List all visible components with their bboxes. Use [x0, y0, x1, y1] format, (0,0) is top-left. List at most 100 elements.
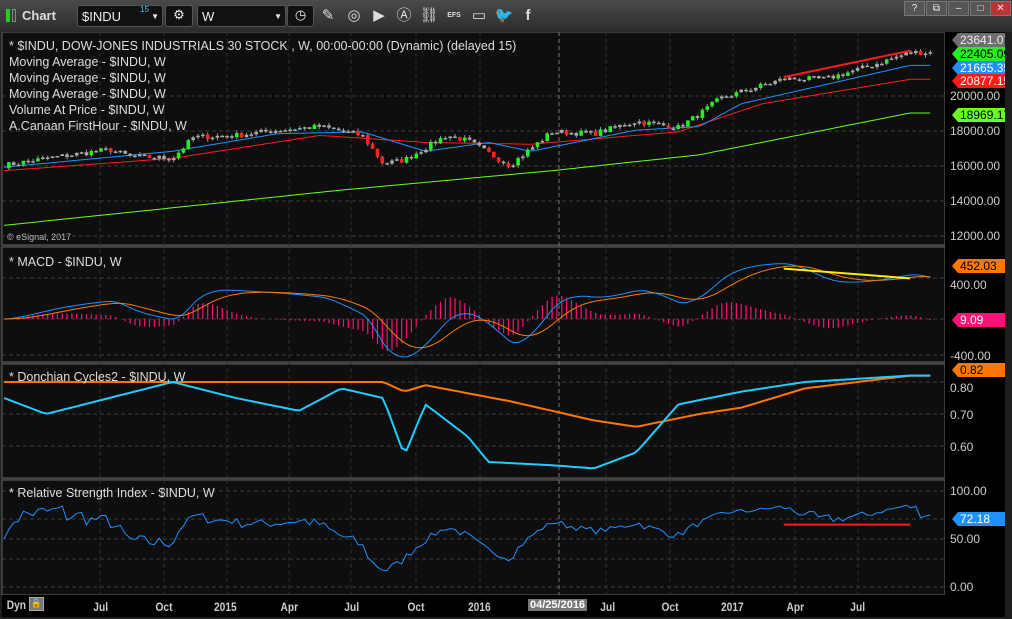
- candle-body: [7, 162, 11, 169]
- candle-body: [147, 154, 152, 159]
- y-tick: 0.00: [950, 580, 974, 594]
- candle-body: [268, 131, 273, 134]
- candle-body: [89, 150, 94, 156]
- candle-body: [506, 163, 511, 167]
- candle-body: [201, 134, 205, 137]
- candle-body: [778, 78, 782, 81]
- dyn-label[interactable]: Dyn: [6, 598, 26, 612]
- candle-body: [758, 83, 763, 89]
- candle-body: [681, 125, 685, 127]
- candle-body: [593, 131, 598, 136]
- candle-body: [361, 135, 365, 137]
- candle-body: [429, 141, 433, 150]
- facebook-icon[interactable]: f: [525, 7, 531, 24]
- candle-body: [433, 141, 438, 144]
- candle-body: [855, 68, 860, 71]
- close-button[interactable]: ✕: [990, 1, 1011, 16]
- y-tick: 0.70: [950, 408, 974, 422]
- play-icon[interactable]: ▶: [373, 7, 385, 24]
- chart-canvas[interactable]: [0, 32, 1012, 619]
- candle-body: [676, 125, 680, 129]
- candle-body: [472, 139, 477, 143]
- help-button[interactable]: ?: [904, 1, 925, 16]
- twitter-icon[interactable]: 🐦: [494, 7, 514, 24]
- pencil-icon[interactable]: ✎: [321, 7, 335, 24]
- candle-body: [264, 129, 268, 132]
- candle-body: [65, 154, 69, 157]
- candle-body: [802, 79, 807, 82]
- candle-body: [74, 152, 79, 156]
- candle-body: [482, 145, 486, 149]
- candle-body: [812, 76, 816, 78]
- donchian-legend[interactable]: * Donchian Cycles2 - $INDU, W: [9, 370, 186, 384]
- chevron-down-icon[interactable]: ▼: [274, 12, 282, 21]
- ma-fast-line: [3, 64, 931, 168]
- symbol-input[interactable]: $INDU 15 ▼: [77, 5, 163, 27]
- panel-macd: [1, 246, 946, 363]
- window-title: Chart: [22, 8, 56, 23]
- minimize-button[interactable]: –: [948, 1, 969, 16]
- y-tick: 0.60: [950, 440, 974, 454]
- donchian-tag: 0.82: [952, 363, 1005, 377]
- candle-body: [598, 129, 603, 136]
- candle-body: [133, 155, 137, 158]
- legend-volume-at-price[interactable]: Volume At Price - $INDU, W: [9, 103, 165, 117]
- chart-icon-outline: [12, 9, 16, 22]
- link-window-button[interactable]: ⧉: [926, 1, 947, 16]
- x-tick: Oct: [407, 600, 425, 614]
- candle-body: [656, 122, 661, 125]
- candle-body: [259, 129, 263, 132]
- candle-body: [462, 137, 467, 141]
- candle-body: [249, 134, 254, 136]
- candle-body: [535, 142, 540, 148]
- candle-body: [104, 148, 108, 150]
- symbol-value: $INDU: [82, 9, 122, 24]
- chevron-down-icon[interactable]: ▼: [151, 12, 159, 21]
- candle-body: [846, 72, 850, 76]
- candle-body: [448, 136, 452, 139]
- rsi-tag: 72.18: [952, 512, 1005, 526]
- macd-legend[interactable]: * MACD - $INDU, W: [9, 255, 122, 269]
- candle-body: [705, 106, 710, 110]
- candle-body: [899, 55, 904, 57]
- study-icon[interactable]: ◎: [347, 7, 361, 24]
- efs-icon[interactable]: EFS: [447, 12, 461, 19]
- candle-body: [773, 80, 777, 84]
- candle-body: [390, 160, 394, 164]
- candle-body: [235, 132, 239, 138]
- candle-body: [375, 148, 380, 157]
- candle-body: [302, 127, 307, 129]
- alert-icon[interactable]: Ⓐ: [396, 7, 412, 24]
- candle-body: [370, 144, 375, 149]
- candle-body: [419, 152, 423, 154]
- y-tick: 16000.00: [950, 159, 1001, 173]
- candle-body: [559, 130, 564, 133]
- maximize-button[interactable]: □: [970, 1, 991, 16]
- lock-icon[interactable]: 🔒: [29, 597, 44, 611]
- candle-body: [642, 121, 646, 125]
- clock-button[interactable]: ◷: [287, 5, 314, 27]
- donchian-fast-line: [3, 374, 931, 470]
- interval-input[interactable]: W ▼: [197, 5, 286, 27]
- candle-body: [652, 121, 656, 124]
- legend-canaan-firsthour[interactable]: A.Canaan FirstHour - $INDU, W: [9, 119, 187, 133]
- candle-body: [613, 126, 617, 128]
- link-icon[interactable]: ⛓: [419, 7, 439, 24]
- candle-body: [142, 154, 147, 157]
- legend-ma-1[interactable]: Moving Average - $INDU, W: [9, 55, 166, 69]
- price-legend-title[interactable]: * $INDU, DOW-JONES INDUSTRIALS 30 STOCK …: [9, 39, 517, 53]
- rsi-legend[interactable]: * Relative Strength Index - $INDU, W: [9, 486, 215, 500]
- legend-ma-2[interactable]: Moving Average - $INDU, W: [9, 71, 166, 85]
- candle-body: [492, 151, 496, 158]
- candle-body: [831, 75, 836, 79]
- candle-body: [632, 123, 637, 125]
- candle-body: [690, 116, 695, 121]
- y-tick: -400.00: [950, 349, 991, 363]
- cycle-gear-button[interactable]: ⚙: [165, 5, 193, 27]
- comment-icon[interactable]: ▭: [471, 7, 487, 24]
- candle-body: [414, 153, 419, 159]
- legend-ma-3[interactable]: Moving Average - $INDU, W: [9, 87, 166, 101]
- x-tick: Apr: [786, 600, 805, 614]
- ma-mid-line: [3, 78, 931, 172]
- candle-body: [550, 133, 554, 135]
